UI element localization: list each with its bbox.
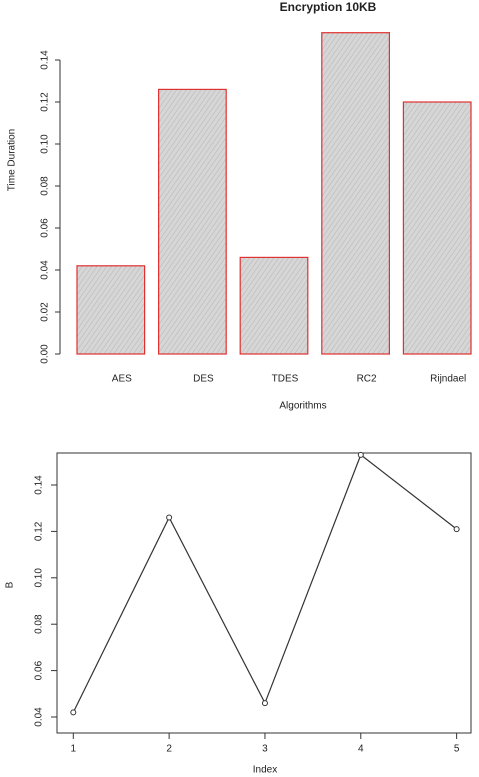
y-tick-label: 0.10: [34, 568, 45, 588]
x-tick-label: 5: [454, 744, 460, 755]
bar: [76, 265, 146, 355]
y-tick-label: 0.00: [40, 344, 51, 364]
y-tick-label: 0.12: [34, 521, 45, 541]
y-tick-label: 0.08: [40, 176, 51, 196]
y-tick-label: 0.04: [40, 260, 51, 280]
data-point: [70, 709, 77, 716]
y-axis-label: B: [5, 581, 16, 588]
data-line: [72, 453, 457, 713]
y-tick-label: 0.14: [34, 475, 45, 495]
y-tick-label: 0.08: [34, 614, 45, 634]
y-tick-label: 0.02: [40, 302, 51, 322]
y-tick-label: 0.12: [40, 92, 51, 112]
x-tick-label: DES: [193, 374, 214, 385]
x-tick-label: RC2: [357, 374, 377, 385]
x-tick-label: AES: [112, 374, 132, 385]
bar: [239, 256, 309, 355]
x-axis-label: Index: [253, 765, 277, 776]
data-point: [166, 514, 173, 521]
y-tick-label: 0.14: [40, 50, 51, 70]
y-axis-label: Time Duration: [7, 129, 18, 191]
x-tick-label: 4: [358, 744, 364, 755]
x-tick-label: 1: [71, 744, 77, 755]
chart-title: Encryption 10KB: [280, 0, 377, 14]
data-point: [357, 451, 364, 458]
data-point: [261, 700, 268, 707]
x-tick-label: 2: [166, 744, 172, 755]
bar: [158, 88, 227, 355]
x-tick-label: 3: [262, 744, 268, 755]
y-tick-label: 0.10: [40, 134, 51, 154]
bar: [321, 32, 390, 355]
y-tick-label: 0.06: [34, 660, 45, 680]
y-tick-label: 0.04: [34, 707, 45, 727]
y-tick-label: 0.06: [40, 218, 51, 238]
x-tick-label: TDES: [272, 374, 299, 385]
x-tick-label: Rijndael: [430, 374, 466, 385]
bar: [402, 101, 472, 355]
plot-frame: [56, 452, 472, 734]
data-point: [453, 526, 460, 533]
x-axis-label: Algorithms: [279, 401, 326, 412]
